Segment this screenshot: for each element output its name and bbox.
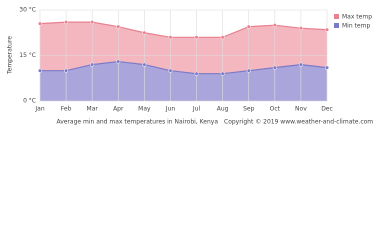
y-tick-label: 15 °C: [19, 52, 36, 59]
x-tick-label: Feb: [61, 106, 72, 113]
copyright: Copyright © 2019 www.weather-and-climate…: [224, 119, 373, 126]
point: [90, 20, 95, 25]
legend-label: Min temp: [342, 23, 370, 30]
point: [168, 35, 173, 40]
y-axis-label: Temperature: [7, 36, 14, 75]
area-fill: [40, 61, 327, 101]
x-tick-label: Apr: [113, 106, 124, 113]
x-tick-label: Mar: [87, 106, 99, 113]
point: [272, 65, 277, 70]
point: [298, 26, 303, 31]
point: [220, 35, 225, 40]
legend-swatch: [334, 23, 339, 28]
line: [39, 21, 328, 38]
point: [272, 23, 277, 28]
chart: Temperature Average min and max temperat…: [7, 7, 374, 126]
x-tick-label: Jun: [165, 106, 176, 113]
point: [37, 21, 43, 26]
point: [194, 35, 199, 40]
point: [324, 27, 330, 32]
y-tick-label: 0 °C: [23, 98, 36, 105]
point: [324, 65, 330, 70]
x-tick-label: May: [138, 106, 151, 113]
x-tick-label: Dec: [321, 106, 333, 113]
point: [246, 68, 251, 73]
x-tick-label: Sep: [243, 106, 255, 113]
x-tick-label: Jul: [192, 106, 201, 113]
x-tick-label: Aug: [217, 106, 229, 113]
point: [194, 71, 199, 76]
x-tick-label: Jan: [34, 106, 44, 113]
point: [116, 24, 121, 29]
point: [298, 62, 303, 67]
point: [64, 68, 69, 73]
caption: Average min and max temperatures in Nair…: [56, 119, 218, 126]
x-tick-label: Nov: [295, 106, 307, 113]
x-tick-label: Oct: [270, 106, 281, 113]
point: [116, 59, 121, 64]
point: [142, 30, 147, 35]
point: [64, 20, 69, 25]
point: [220, 71, 225, 76]
point: [168, 68, 173, 73]
line: [40, 60, 328, 75]
point: [90, 62, 95, 67]
point: [142, 62, 147, 67]
point: [246, 24, 251, 29]
legend-swatch: [334, 14, 339, 19]
legend-label: Max temp: [342, 14, 372, 21]
y-tick-label: 30 °C: [19, 7, 36, 14]
point: [37, 68, 43, 73]
